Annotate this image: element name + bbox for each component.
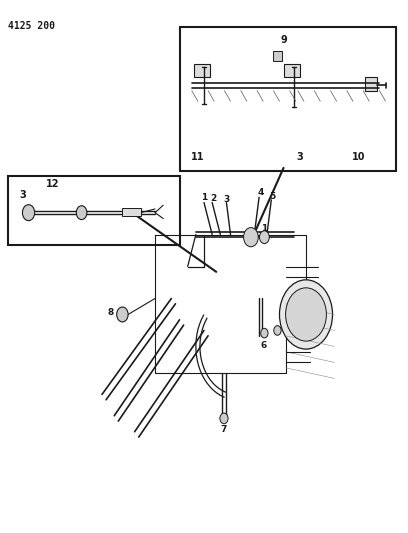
Bar <box>180 27 396 171</box>
Circle shape <box>76 206 87 220</box>
Circle shape <box>274 326 281 335</box>
Circle shape <box>286 288 326 341</box>
Text: 7: 7 <box>221 425 227 433</box>
Text: 8: 8 <box>108 309 114 317</box>
Text: 3: 3 <box>297 152 303 162</box>
Text: 10: 10 <box>352 152 366 162</box>
Bar <box>273 51 282 61</box>
Bar <box>194 64 210 77</box>
Text: 5: 5 <box>269 192 276 200</box>
Circle shape <box>117 307 128 322</box>
Text: 2: 2 <box>210 194 217 203</box>
Bar <box>365 77 377 91</box>
Text: 11: 11 <box>191 152 205 162</box>
Circle shape <box>279 280 333 349</box>
Text: 3: 3 <box>224 196 230 204</box>
Text: 4: 4 <box>258 189 264 197</box>
Circle shape <box>261 328 268 338</box>
Circle shape <box>244 228 258 247</box>
Bar <box>122 208 141 216</box>
Text: 1: 1 <box>201 193 207 201</box>
Circle shape <box>22 205 35 221</box>
Bar <box>284 64 300 77</box>
Circle shape <box>259 231 269 244</box>
Text: 1: 1 <box>261 224 268 232</box>
Text: 9: 9 <box>280 35 287 45</box>
Text: 3: 3 <box>19 190 26 199</box>
Circle shape <box>220 413 228 424</box>
Text: 12: 12 <box>46 179 60 189</box>
Text: 6: 6 <box>260 341 266 350</box>
Bar <box>8 176 180 245</box>
Text: 4125 200: 4125 200 <box>8 21 55 31</box>
